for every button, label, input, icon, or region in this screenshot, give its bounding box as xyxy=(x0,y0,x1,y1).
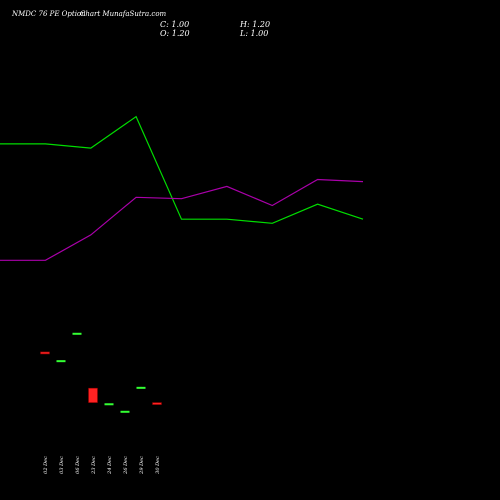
candle-2 xyxy=(72,332,82,335)
candle-body xyxy=(120,410,130,413)
candle-body xyxy=(136,386,146,389)
x-tick-label: 29 Dec xyxy=(139,456,145,475)
close-value: C: 1.00 xyxy=(160,20,189,29)
x-tick-label: 02 Dec xyxy=(43,456,49,474)
candle-1 xyxy=(56,360,66,363)
candle-body xyxy=(56,360,66,363)
x-tick-label: 06 Dec xyxy=(75,456,81,474)
x-tick-label: 30 Dec xyxy=(155,456,161,474)
ma-line-slow xyxy=(0,178,364,261)
chart-subtitle: Chart MunafaSutra.com xyxy=(80,10,167,18)
candle-body xyxy=(72,332,82,335)
high-value: H: 1.20 xyxy=(239,20,270,29)
candle-6 xyxy=(136,386,146,389)
x-tick-label: 24 Dec xyxy=(107,456,113,475)
low-value: L: 1.00 xyxy=(239,29,268,38)
x-tick-label: 23 Dec xyxy=(91,456,97,475)
ma-line-fast xyxy=(0,115,364,224)
candle-body xyxy=(152,402,162,405)
x-tick-label: 26 Dec xyxy=(123,456,129,475)
open-value: O: 1.20 xyxy=(160,29,190,38)
candle-body xyxy=(104,403,114,406)
candle-5 xyxy=(120,410,130,413)
x-axis-ticks: 02 Dec 03 Dec 06 Dec 23 Dec 24 Dec 26 Dec 29 D… xyxy=(43,456,161,475)
candle-body xyxy=(88,387,98,403)
candle-7 xyxy=(152,402,162,405)
candle-4 xyxy=(104,403,114,406)
moving-average-lines xyxy=(0,115,364,261)
candle-body xyxy=(40,351,50,355)
candle-3 xyxy=(88,387,98,403)
candle-0 xyxy=(40,351,50,355)
chart-title: NMDC 76 PE Option xyxy=(11,10,86,18)
x-tick-label: 03 Dec xyxy=(59,456,65,474)
candles xyxy=(40,332,162,413)
